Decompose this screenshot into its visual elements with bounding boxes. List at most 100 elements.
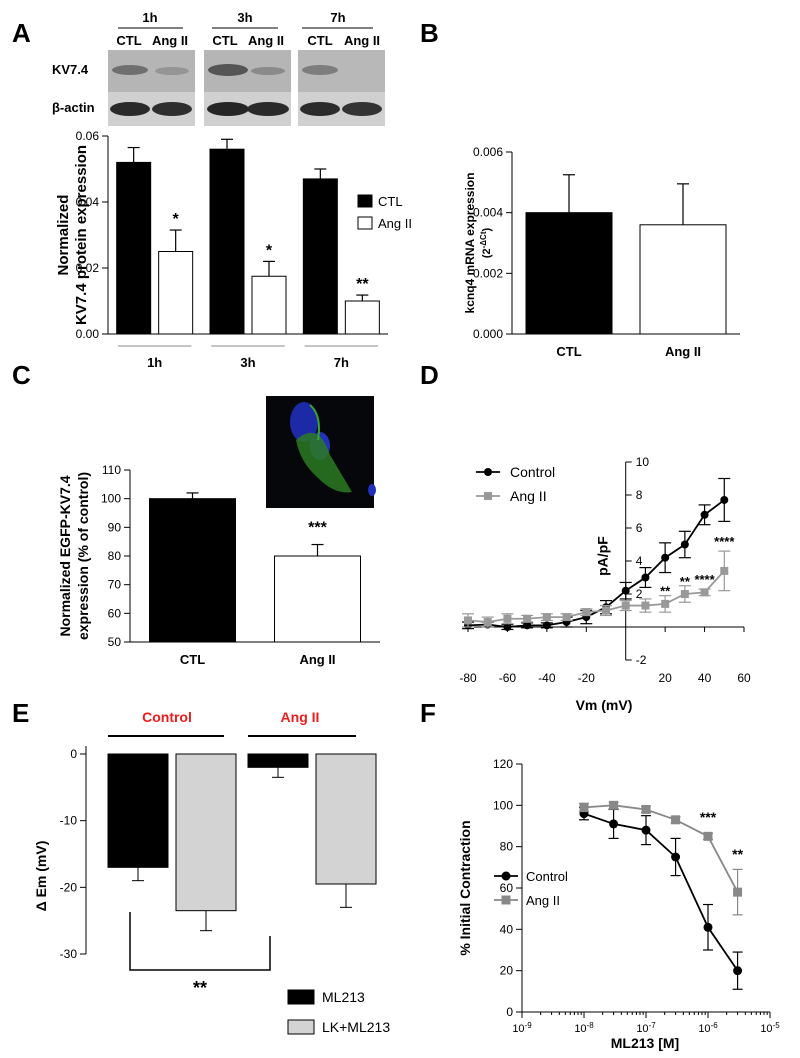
data-point [700, 510, 709, 519]
x-axis-title: Vm (mV) [576, 697, 633, 713]
blot-lane-label: Ang II [248, 33, 284, 48]
x-tick-label: -20 [578, 671, 596, 685]
y-tick-label: -2 [636, 653, 647, 667]
y-tick-label: 6 [636, 521, 643, 535]
data-point [661, 599, 670, 608]
blot-lane-label: CTL [212, 33, 237, 48]
x-tick-label: 10-5 [760, 1021, 780, 1036]
data-point [602, 606, 610, 615]
y-tick-label: 50 [108, 635, 122, 649]
data-point [621, 586, 630, 595]
y-tick-label: 110 [102, 463, 121, 477]
legend-label: Control [510, 464, 555, 480]
bar-angii-1h [158, 251, 194, 335]
x-tick-label: 20 [658, 671, 672, 685]
x-category-label: Ang II [299, 652, 335, 667]
y-axis-title: Normalized [55, 195, 72, 276]
panel-label-e: E [12, 698, 29, 728]
data-point [733, 887, 743, 897]
y-axis-unit: (2-ΔCt) [479, 228, 494, 259]
y-tick-label: 10 [636, 455, 650, 469]
y-tick-label: 4 [636, 554, 643, 568]
blot-band [110, 102, 150, 116]
blot-band [300, 102, 340, 116]
y-tick-label: 80 [500, 840, 514, 854]
legend-swatch [287, 989, 315, 1005]
y-tick-label: 120 [493, 757, 513, 771]
data-point [582, 608, 591, 617]
series-line-angii [583, 804, 739, 893]
legend-label: Ang II [510, 488, 547, 504]
significance-label: * [173, 211, 180, 228]
blot-band [207, 102, 249, 116]
y-tick-label: 0.02 [76, 261, 100, 275]
panel-label-f: F [420, 698, 436, 728]
data-point [609, 819, 619, 829]
y-tick-label: 40 [500, 922, 514, 936]
blot-band [155, 67, 189, 75]
y-tick-label: 60 [108, 606, 122, 620]
data-point [680, 590, 689, 598]
significance-bracket [129, 912, 271, 971]
significance-label: ** [732, 846, 743, 862]
blot-row-label-actin: β-actin [52, 100, 95, 115]
y-axis-title: % Initial Contraction [457, 820, 473, 955]
y-tick-label: -20 [60, 880, 78, 894]
legend-label: Ang II [378, 216, 412, 231]
significance-label: **** [714, 534, 735, 549]
y-tick-label: -10 [60, 814, 78, 828]
bar-angii-3h [251, 275, 287, 335]
blot-band [112, 65, 148, 75]
bar-angii-7h [344, 300, 380, 335]
blot-band [152, 102, 192, 116]
legend-swatch [357, 194, 373, 208]
y-tick-label: 0.006 [473, 145, 503, 159]
group-label-control: Control [142, 709, 192, 725]
blot-band [247, 102, 289, 116]
legend-marker [484, 492, 492, 500]
y-tick-label: 0.000 [473, 327, 503, 341]
data-point [703, 922, 713, 932]
x-category-label: CTL [180, 652, 205, 667]
bar-ml213-angii [247, 753, 309, 768]
y-tick-label: 100 [101, 492, 121, 506]
legend-label: Ang II [526, 893, 560, 908]
x-axis-title: ML213 [M] [611, 1035, 679, 1051]
data-point [503, 614, 512, 623]
y-axis-title: Δ Em (mV) [33, 841, 49, 912]
blot-band [208, 64, 248, 76]
bar-lkml213-angii [315, 753, 377, 885]
y-tick-label: 20 [500, 964, 514, 978]
series-line-control [583, 812, 739, 972]
data-point [562, 613, 571, 622]
blot-band [302, 65, 338, 75]
panel-label-d: D [420, 360, 439, 390]
x-group-label: 7h [334, 355, 349, 370]
bar-ctl [149, 498, 236, 643]
y-tick-label: 90 [108, 520, 122, 534]
y-tick-label: 80 [108, 549, 122, 563]
legend-swatch [287, 1019, 315, 1035]
significance-label: *** [700, 809, 717, 825]
y-tick-label: 2 [636, 587, 643, 601]
data-point [523, 614, 532, 623]
y-axis-title: kcnq4 mRNA expression [463, 173, 477, 314]
bar-ctl-1h [116, 161, 152, 335]
x-category-label: Ang II [665, 344, 701, 359]
y-tick-label: 0.06 [76, 129, 100, 143]
y-tick-label: 0.004 [473, 206, 503, 220]
bar-angii [639, 224, 727, 335]
data-point [671, 815, 681, 825]
data-point [720, 495, 729, 504]
y-tick-label: 0.04 [76, 195, 100, 209]
bar-ctl-7h [302, 178, 338, 335]
y-tick-label: 8 [636, 488, 643, 502]
x-tick-label: 10-7 [636, 1021, 656, 1036]
micrograph [266, 396, 376, 508]
data-point [579, 802, 589, 812]
significance-label: **** [694, 572, 715, 587]
data-point [483, 618, 492, 627]
legend-marker [501, 895, 511, 905]
x-tick-label: 10-6 [698, 1021, 718, 1036]
